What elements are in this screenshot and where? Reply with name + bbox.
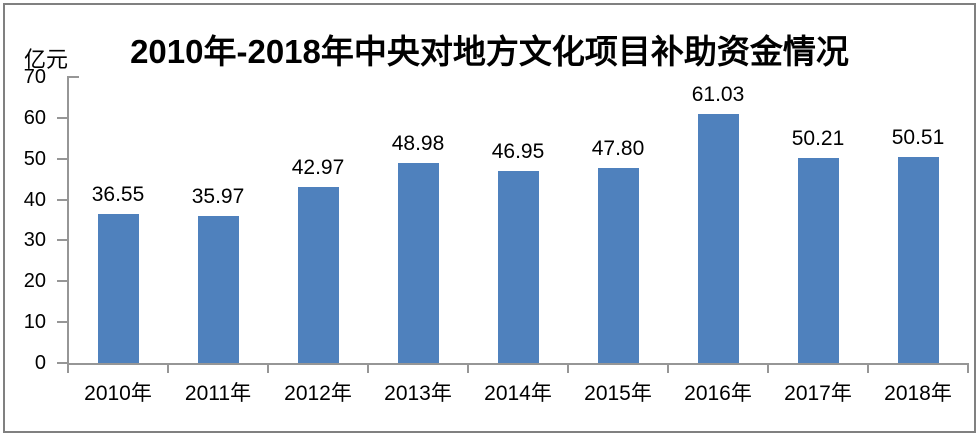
bar-value-label: 50.21 — [791, 126, 845, 150]
x-tick-label: 2018年 — [884, 382, 952, 405]
x-axis-tick — [767, 363, 769, 373]
y-axis-tick — [57, 239, 67, 242]
x-axis-tick — [967, 363, 969, 373]
bar-value-label: 36.55 — [91, 182, 145, 206]
bar-value-label: 35.97 — [191, 185, 245, 209]
y-tick-label: 20 — [23, 270, 46, 293]
bar — [497, 171, 539, 363]
x-axis-line — [67, 363, 969, 365]
y-axis-line — [67, 76, 69, 365]
bar — [597, 167, 639, 363]
y-axis-tick — [57, 116, 67, 119]
y-tick-label: 60 — [23, 106, 46, 129]
y-axis-tick — [57, 198, 67, 201]
bar — [897, 156, 939, 363]
y-tick-label: 0 — [34, 352, 46, 374]
bar-value-label: 61.03 — [691, 82, 745, 106]
bar-value-label: 47.80 — [591, 136, 645, 160]
bar-value-label: 48.98 — [391, 131, 445, 155]
x-axis-tick — [267, 363, 269, 373]
x-axis-tick — [867, 363, 869, 373]
bar-value-label: 42.97 — [291, 156, 345, 180]
x-axis-tick — [67, 363, 69, 373]
x-axis-tick — [567, 363, 569, 373]
y-axis-tick — [57, 321, 67, 324]
x-axis-tick — [667, 363, 669, 373]
y-tick-label: 50 — [23, 147, 46, 170]
x-tick-label: 2016年 — [684, 382, 752, 405]
x-axis-tick — [367, 363, 369, 373]
x-tick-label: 2011年 — [184, 382, 252, 405]
x-tick-label: 2012年 — [284, 382, 352, 405]
bar — [397, 162, 439, 363]
x-tick-label: 2017年 — [784, 382, 852, 405]
bar — [797, 157, 839, 363]
x-axis-tick — [167, 363, 169, 373]
bar-value-label: 46.95 — [491, 140, 545, 164]
x-tick-label: 2010年 — [84, 382, 152, 405]
x-tick-label: 2013年 — [384, 382, 452, 405]
y-axis-tick — [57, 280, 67, 283]
y-axis-tick — [57, 157, 67, 160]
x-tick-label: 2014年 — [484, 382, 552, 405]
bar — [697, 113, 739, 363]
bar — [297, 187, 339, 363]
y-tick-label: 10 — [23, 311, 46, 334]
y-axis-tick — [57, 362, 67, 364]
y-tick-label: 40 — [23, 188, 46, 211]
y-axis-tick — [69, 76, 79, 78]
x-axis-tick — [467, 363, 469, 373]
x-tick-label: 2015年 — [584, 382, 652, 405]
y-tick-label: 70 — [23, 66, 46, 88]
bar — [97, 213, 139, 363]
bar-value-label: 50.51 — [891, 125, 945, 149]
y-axis-unit-label: 亿元 — [24, 47, 69, 72]
y-tick-label: 30 — [23, 229, 46, 252]
bar — [197, 216, 239, 363]
chart-title: 2010年-2018年中央对地方文化项目补助资金情况 — [130, 33, 849, 70]
